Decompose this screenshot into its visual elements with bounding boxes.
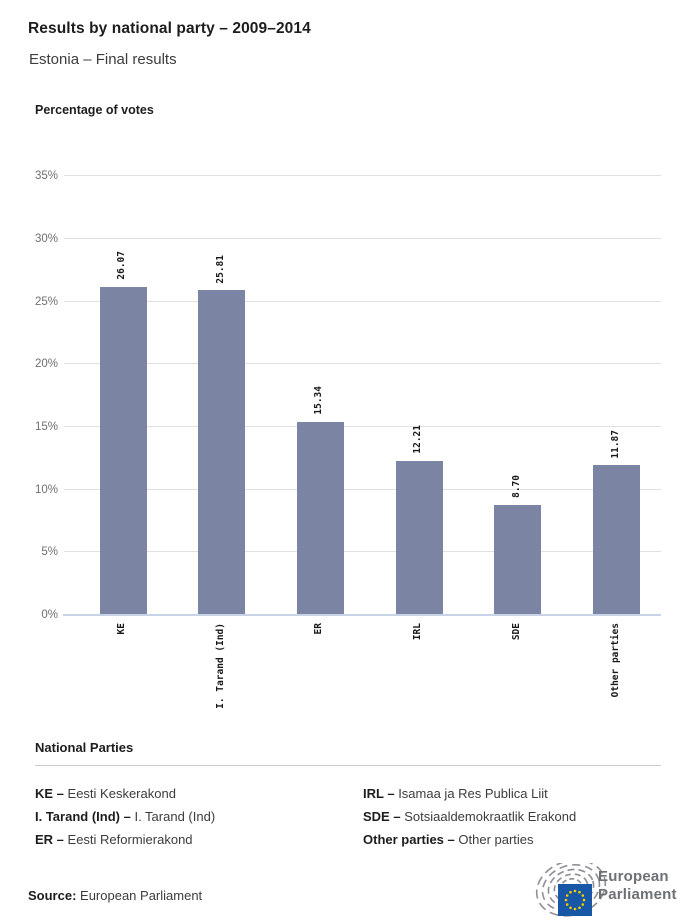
bar-KE [99,287,147,614]
bar-value-label: 11.87 [609,429,621,459]
y-axis-tick-label: 5% [41,546,58,559]
gridline [64,488,661,490]
x-axis-tick-label: KE [116,623,127,635]
y-axis-tick-label: 0% [41,609,58,621]
legend-entry-er: ER – Eesti Reformierakond [35,831,215,854]
legend-heading: National Parties [35,740,134,755]
legend-abbr: KE – [35,786,64,801]
gridline [64,551,661,553]
x-axis-line [63,614,661,616]
bar-SDE [494,504,542,614]
legend-entry-tarand: I. Tarand (Ind) – I. Tarand (Ind) [35,808,215,831]
y-axis-tick-label: 30% [34,232,58,245]
european-parliament-logo: European Parliament [527,863,682,917]
page-subtitle: Estonia – Final results [29,51,177,68]
page-title: Results by national party – 2009–2014 [28,20,311,37]
legend-name: I. Tarand (Ind) [134,809,216,824]
legend-name: Eesti Keskerakond [67,786,176,801]
legend-divider [35,765,661,766]
chart-axis-title: Percentage of votes [35,103,154,117]
source-line: Source: European Parliament [28,888,202,903]
logo-wordmark: European Parliament [598,868,677,904]
legend-name: Isamaa ja Res Publica Liit [398,786,548,801]
legend-abbr: Other parties – [363,832,455,847]
bar-value-label: 25.81 [214,254,226,284]
legend-column-left: KE – Eesti Keskerakond I. Tarand (Ind) –… [35,785,215,854]
bar-Other parties [593,465,640,614]
legend-column-right: IRL – Isamaa ja Res Publica Liit SDE – S… [363,785,576,854]
source-label: Source: [28,888,77,903]
legend-entry-other: Other parties – Other parties [363,831,576,854]
legend-abbr: I. Tarand (Ind) – [35,809,131,824]
legend-entry-ke: KE – Eesti Keskerakond [35,785,215,808]
bar-chart: 0% 5% 10% 15% 20% 25% 30% 35% 26.07 KE 25.81 I. Tar… [0,140,700,720]
x-axis-tick-label: SDE [510,623,522,641]
bar-value-label: 26.07 [116,251,127,281]
legend-name: Sotsiaaldemokraatlik Erakond [404,809,577,824]
legend-abbr: ER – [35,832,64,847]
legend-entry-irl: IRL – Isamaa ja Res Publica Liit [363,785,576,808]
x-axis-tick-label: IRL [412,623,424,641]
y-axis-tick-label: 15% [34,420,58,433]
hemicycle-icon [535,863,607,917]
legend-name: Eesti Reformierakond [67,832,193,847]
gridline [64,175,661,177]
logo-line1: European [598,868,669,885]
gridline [64,300,661,302]
legend-abbr: SDE – [363,809,401,824]
bar-ER [296,421,344,614]
y-axis-tick-label: 10% [34,483,58,496]
legend-name: Other parties [458,832,534,847]
gridline [64,363,661,365]
legend-abbr: IRL – [363,786,395,801]
logo-line2: Parliament [598,886,677,903]
eu-flag-icon [558,884,592,916]
x-axis-tick-label: I. Tarand (Ind) [214,623,226,709]
gridline [64,237,661,239]
x-axis-tick-label: Other parties [609,623,621,698]
bar-value-label: 8.70 [510,475,522,498]
legend-entry-sde: SDE – Sotsiaaldemokraatlik Erakond [363,808,576,831]
bar-IRL [395,460,443,614]
y-axis-tick-label: 20% [34,358,58,371]
bar-I. Tarand (Ind) [198,290,246,614]
bar-value-label: 12.21 [412,425,424,454]
y-axis-tick-label: 25% [34,295,58,308]
x-axis-tick-label: ER [313,623,325,635]
bar-value-label: 15.34 [313,386,325,415]
gridline [64,425,661,427]
source-value: European Parliament [80,888,203,903]
y-axis-tick-label: 35% [34,170,58,183]
